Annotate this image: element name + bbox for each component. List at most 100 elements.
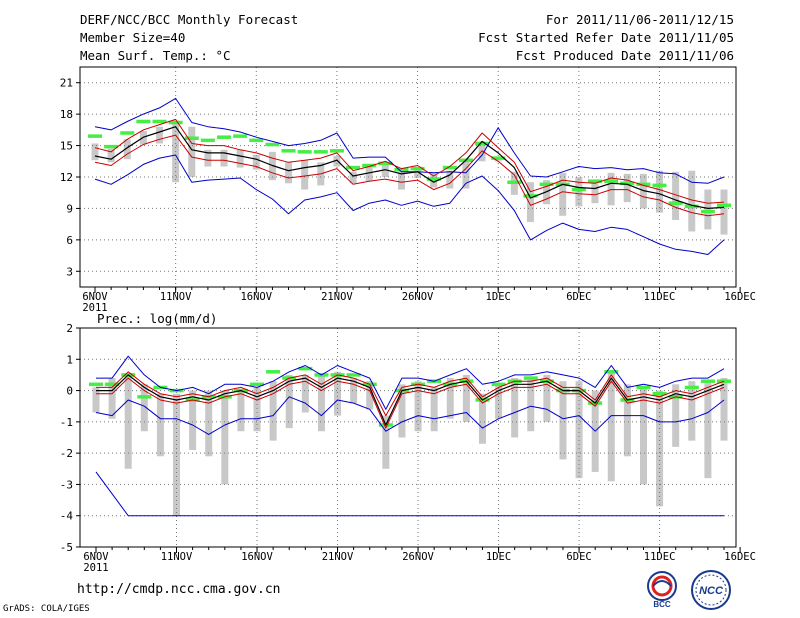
- member-range-bar: [672, 171, 680, 220]
- member-range-bar: [382, 415, 390, 469]
- variable-label: Mean Surf. Temp.: °C: [80, 48, 231, 63]
- y-tick-label: -3: [60, 478, 73, 491]
- member-range-bar: [720, 378, 728, 441]
- ensemble-min-line: [95, 396, 725, 435]
- x-tick-label: 11NOV: [160, 291, 192, 303]
- member-range-bar: [559, 381, 567, 460]
- x-tick-label: 1DEC: [486, 551, 511, 563]
- ncc-logo-text: NCC: [699, 585, 724, 597]
- member-range-bar: [349, 171, 357, 184]
- member-range-bar: [623, 384, 631, 457]
- y-tick-label: 21: [60, 77, 73, 90]
- member-range-bar: [204, 149, 212, 167]
- member-range-bar: [253, 387, 261, 432]
- member-range-bar: [366, 381, 374, 410]
- absolute-min-line: [95, 471, 724, 517]
- x-tick-label: 11NOV: [161, 551, 193, 563]
- x-tick-label: 16DEC: [724, 291, 756, 303]
- member-range-bar: [107, 148, 115, 163]
- member-range-bar: [704, 381, 712, 479]
- member-range-bar: [285, 374, 293, 429]
- x-tick-label: 21NOV: [322, 551, 354, 563]
- x-tick-label: 6DEC: [566, 551, 591, 563]
- x-tick-label: 1DEC: [486, 291, 511, 303]
- member-range-bar: [123, 139, 131, 160]
- member-range-bar: [92, 387, 100, 413]
- member-range-bar: [189, 390, 197, 451]
- member-range-bar: [462, 161, 470, 189]
- member-range-bar: [527, 378, 535, 432]
- x-year-label: 2011: [82, 302, 107, 314]
- member-range-bar: [269, 381, 277, 441]
- member-range-bar: [688, 170, 696, 232]
- member-range-bar: [301, 160, 309, 190]
- y-tick-label: 3: [66, 265, 73, 278]
- member-range-bar: [526, 182, 534, 223]
- member-range-bar: [446, 170, 454, 189]
- y-tick-label: 12: [60, 171, 73, 184]
- ensemble-min-line: [94, 154, 725, 255]
- y-tick-label: 15: [60, 140, 73, 153]
- member-range-bar: [397, 171, 405, 190]
- member-range-bar: [188, 126, 196, 177]
- x-tick-label: 16DEC: [724, 551, 756, 563]
- chart-title: DERF/NCC/BCC Monthly Forecast: [80, 12, 299, 27]
- ensemble-max-line: [94, 97, 725, 184]
- x-tick-label: 16NOV: [240, 291, 272, 303]
- precip-panel-title: Prec.: log(mm/d): [97, 311, 217, 326]
- member-range-bar: [559, 172, 567, 216]
- x-tick-label: 6NOV: [83, 551, 109, 563]
- member-range-bar: [350, 378, 358, 404]
- member-range-bar: [495, 384, 503, 419]
- x-tick-label: 16NOV: [241, 551, 273, 563]
- member-range-bar: [252, 155, 260, 170]
- member-range-bar: [91, 143, 99, 161]
- y-tick-label: 18: [60, 108, 73, 121]
- member-range-bar: [333, 156, 341, 167]
- member-range-bar: [221, 390, 229, 485]
- y-tick-label: 6: [66, 234, 73, 247]
- source-url[interactable]: http://cmdp.ncc.cma.gov.cn: [77, 582, 281, 597]
- member-range-bar: [156, 393, 164, 457]
- ncc-logo: NCC: [691, 570, 731, 610]
- member-range-bar: [607, 172, 615, 206]
- x-tick-label: 11DEC: [644, 291, 676, 303]
- bcc-logo-text: BCC: [653, 600, 671, 609]
- member-range-bar: [414, 168, 422, 179]
- member-range-bar: [672, 384, 680, 447]
- member-range-bar: [704, 189, 712, 230]
- spread-upper-line: [94, 118, 725, 204]
- member-range-bar: [285, 162, 293, 184]
- member-range-bar: [108, 378, 116, 419]
- plot-frame: [79, 327, 737, 548]
- x-tick-label: 21NOV: [321, 291, 353, 303]
- start-date: Fcst Started Refer Date 2011/11/05: [478, 30, 734, 45]
- member-range-bar: [140, 384, 148, 432]
- ensemble-max-line: [96, 355, 725, 410]
- member-range-bar: [688, 381, 696, 441]
- member-range-bar: [720, 189, 728, 235]
- member-range-bar: [398, 384, 406, 438]
- member-range-bar: [623, 173, 631, 203]
- x-tick-label: 6NOV: [82, 291, 108, 303]
- member-range-bar: [430, 387, 438, 432]
- member-range-bar: [237, 390, 245, 432]
- member-range-bar: [334, 371, 342, 416]
- member-range-bar: [478, 393, 486, 444]
- forecast-period: For 2011/11/06-2011/12/15: [545, 12, 734, 27]
- member-range-bar: [591, 183, 599, 204]
- y-tick-label: -4: [60, 510, 74, 523]
- member-range-bar: [446, 378, 454, 419]
- member-range-bar: [301, 374, 309, 413]
- member-range-bar: [639, 387, 647, 485]
- ensemble-mean-line: [96, 374, 725, 426]
- member-range-bar: [156, 126, 164, 144]
- member-range-bar: [205, 390, 213, 457]
- member-range-bar: [236, 149, 244, 168]
- y-tick-label: 1: [66, 353, 73, 366]
- panel-1: 3 6 9 12 15 18 21 6NOV 11NOV 16NOV 21NOV 26NOV 1DEC 6…: [60, 66, 756, 314]
- member-range-bar: [511, 378, 519, 438]
- member-range-bar: [317, 374, 325, 432]
